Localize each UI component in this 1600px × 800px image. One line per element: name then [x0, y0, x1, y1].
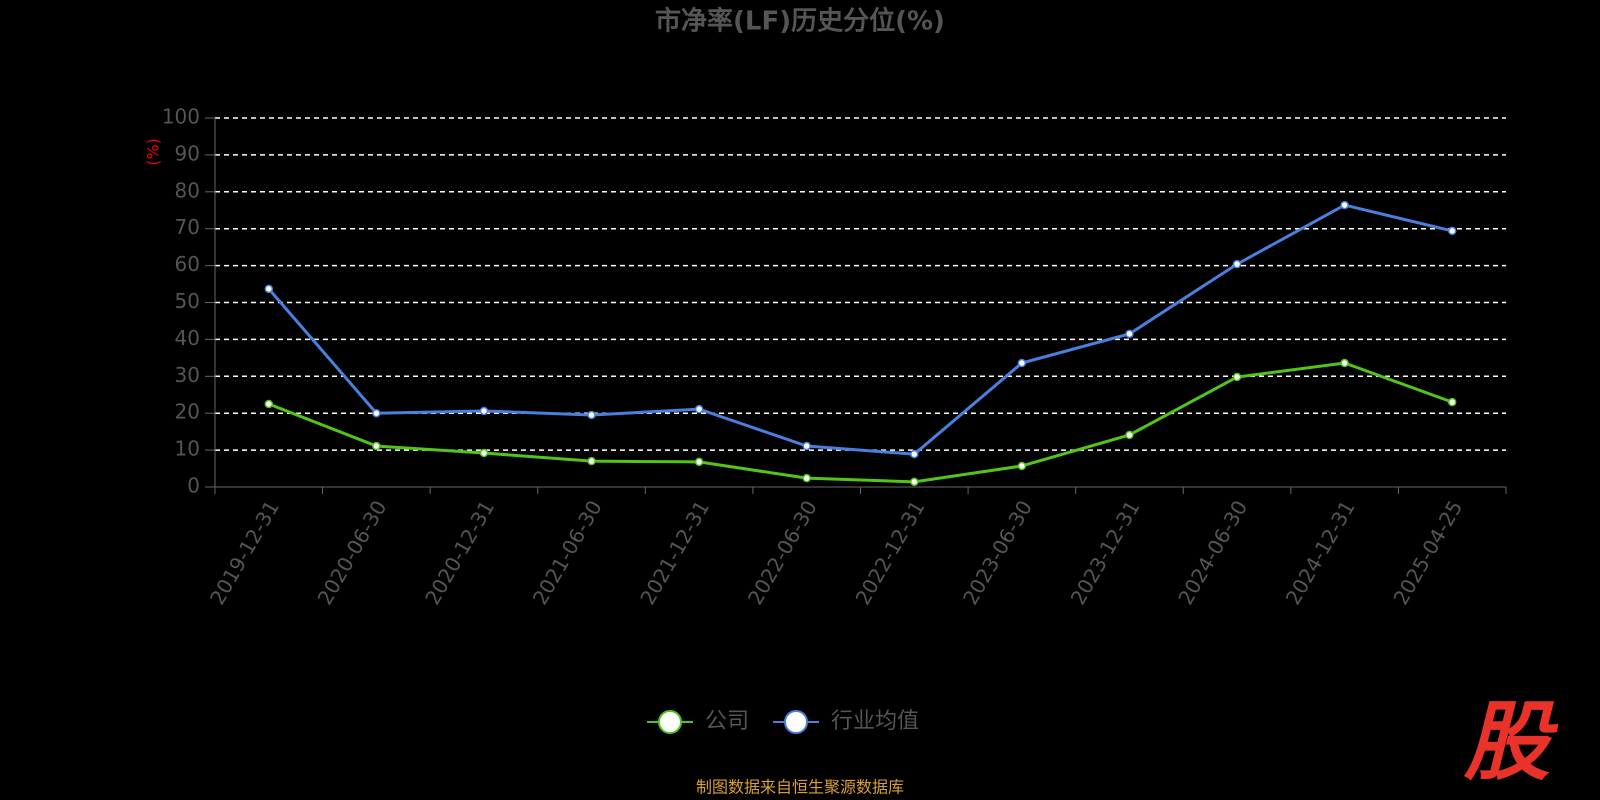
x-tick-label: 2025-04-25 — [1388, 496, 1467, 609]
data-point — [694, 404, 704, 414]
data-point — [1340, 358, 1349, 368]
data-point — [372, 408, 381, 418]
data-point — [1017, 461, 1027, 471]
legend-label: 行业均值 — [831, 709, 919, 734]
y-axis-label: (%) — [144, 138, 163, 166]
series-line — [268, 361, 1453, 484]
data-point — [1447, 226, 1457, 236]
data-point — [1232, 372, 1242, 382]
data-point — [479, 448, 489, 458]
data-point — [1017, 358, 1027, 368]
data-point — [802, 473, 811, 483]
y-tick-label: 80 — [175, 178, 200, 202]
legend-label: 公司 — [705, 709, 749, 734]
data-point — [1232, 259, 1242, 269]
data-point — [479, 406, 489, 416]
source-note: 制图数据来自恒生聚源数据库 — [696, 778, 904, 797]
y-tick-label: 90 — [175, 141, 200, 165]
data-point — [587, 456, 596, 466]
y-tick-label: 100 — [162, 105, 200, 129]
y-tick-label: 20 — [175, 400, 200, 424]
x-tick-label: 2022-12-31 — [850, 496, 929, 609]
x-tick-label: 2019-12-31 — [205, 496, 284, 609]
x-tick-label: 2021-12-31 — [635, 496, 714, 609]
legend-marker — [658, 710, 682, 734]
data-point — [1125, 430, 1134, 440]
y-tick-label: 30 — [175, 363, 200, 387]
y-tick-label: 60 — [175, 252, 200, 276]
x-tick-label: 2024-12-31 — [1281, 496, 1360, 609]
data-point — [372, 441, 381, 451]
y-tick-label: 10 — [175, 437, 200, 461]
data-point — [694, 457, 704, 467]
legend-marker — [784, 710, 809, 734]
x-tick-label: 2020-12-31 — [420, 496, 499, 609]
data-point — [1125, 329, 1134, 339]
data-point — [910, 477, 919, 487]
x-tick-label: 2022-06-30 — [743, 496, 822, 609]
series-line — [267, 203, 1453, 456]
x-tick-label: 2023-06-30 — [958, 496, 1037, 609]
data-point — [264, 399, 274, 409]
x-tick-label: 2020-06-30 — [313, 496, 392, 609]
data-point — [910, 449, 919, 459]
x-tick-label: 2021-06-30 — [528, 496, 607, 609]
y-tick-label: 0 — [187, 474, 200, 498]
y-tick-label: 50 — [175, 289, 200, 313]
y-tick-label: 70 — [175, 215, 200, 239]
watermark: 股 — [1463, 692, 1559, 792]
data-point — [1447, 397, 1457, 407]
y-tick-label: 40 — [175, 326, 200, 350]
chart-title: 市净率(LF)历史分位(%) — [655, 6, 945, 37]
data-point — [802, 441, 811, 451]
data-point — [587, 410, 596, 420]
data-point — [1340, 200, 1349, 210]
x-tick-label: 2024-06-30 — [1173, 496, 1252, 609]
data-point — [264, 284, 274, 294]
x-tick-label: 2023-12-31 — [1066, 496, 1145, 609]
